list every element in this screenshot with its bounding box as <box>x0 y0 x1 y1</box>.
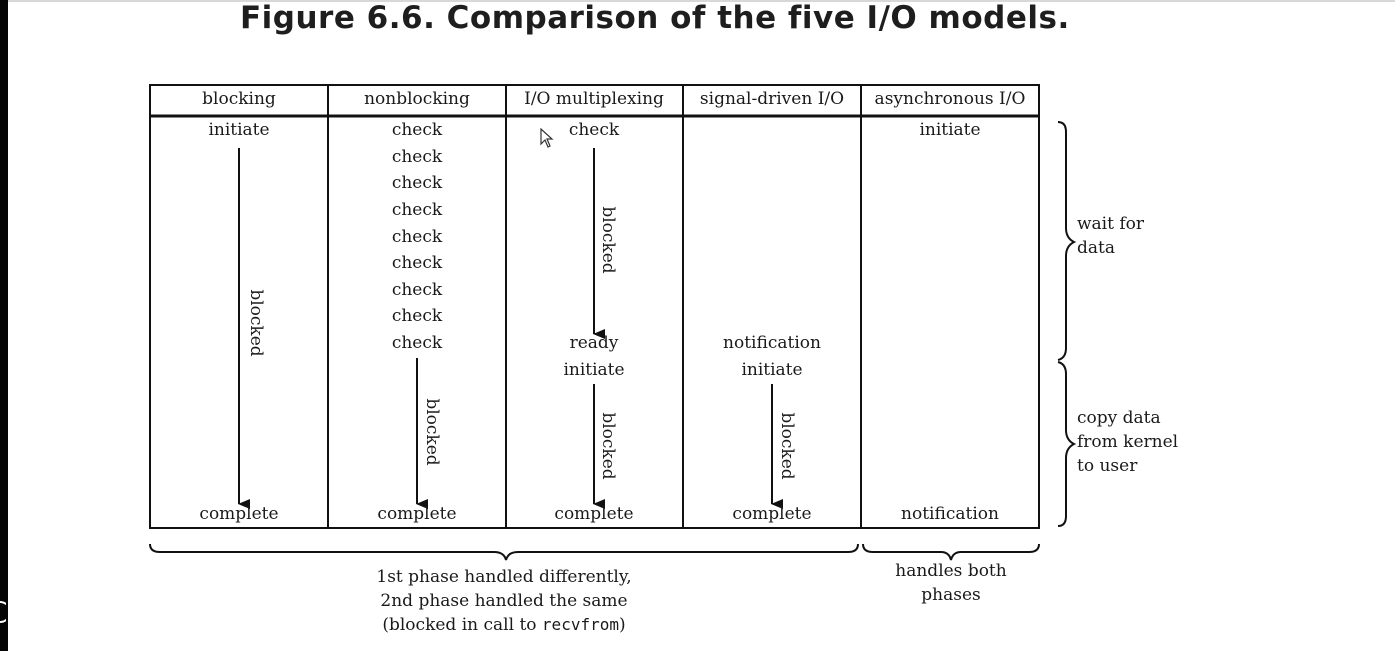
multiplexing-check: check <box>568 120 620 140</box>
nonblocking-check: check <box>391 280 443 300</box>
phase-copy-data: copy data from kernel to user <box>1077 408 1179 476</box>
header-io-multiplexing: I/O multiplexing <box>524 89 664 109</box>
figure-title: Figure 6.6. Comparison of the five I/O m… <box>240 0 1070 36</box>
signal-complete: complete <box>732 504 812 524</box>
nonblocking-check: check <box>391 120 443 140</box>
nonblocking-complete: complete <box>377 504 457 524</box>
multiplexing-initiate: initiate <box>563 360 625 380</box>
nonblocking-check: check <box>391 306 443 326</box>
multiplexing-blocked-label-1: blocked <box>598 206 618 274</box>
header-signal-driven: signal-driven I/O <box>699 89 845 109</box>
blocking-initiate: initiate <box>208 120 270 140</box>
nonblocking-blocked-label: blocked <box>422 398 442 466</box>
mouse-pointer-icon <box>540 128 554 148</box>
nonblocking-check: check <box>391 253 443 273</box>
left-edge-strip <box>0 0 8 651</box>
multiplexing-blocked-label-2: blocked <box>598 412 618 480</box>
blocking-blocked-label: blocked <box>246 289 266 357</box>
header-nonblocking: nonblocking <box>364 89 470 109</box>
header-asynchronous: asynchronous I/O <box>874 89 1026 109</box>
multiplexing-ready: ready <box>569 333 619 353</box>
nonblocking-check: check <box>391 147 443 167</box>
phase-wait-for-data: wait for data <box>1077 214 1145 258</box>
nonblocking-check: check <box>391 173 443 193</box>
nonblocking-check: check <box>391 227 443 247</box>
note-handles-both: handles both phases <box>895 561 1007 605</box>
edge-circle-icon <box>0 601 6 623</box>
blocking-complete: complete <box>199 504 279 524</box>
top-rule <box>8 0 1395 2</box>
header-blocking: blocking <box>202 89 276 109</box>
signal-initiate: initiate <box>741 360 803 380</box>
signal-blocked-label: blocked <box>777 412 797 480</box>
async-notification: notification <box>901 504 999 524</box>
note-first-phase: 1st phase handled differently, 2nd phase… <box>376 567 632 635</box>
async-initiate: initiate <box>919 120 981 140</box>
nonblocking-check: check <box>391 200 443 220</box>
recvfrom-code: recvfrom <box>541 615 619 634</box>
multiplexing-complete: complete <box>554 504 634 524</box>
signal-notification: notification <box>723 333 821 353</box>
nonblocking-check: check <box>391 333 443 353</box>
